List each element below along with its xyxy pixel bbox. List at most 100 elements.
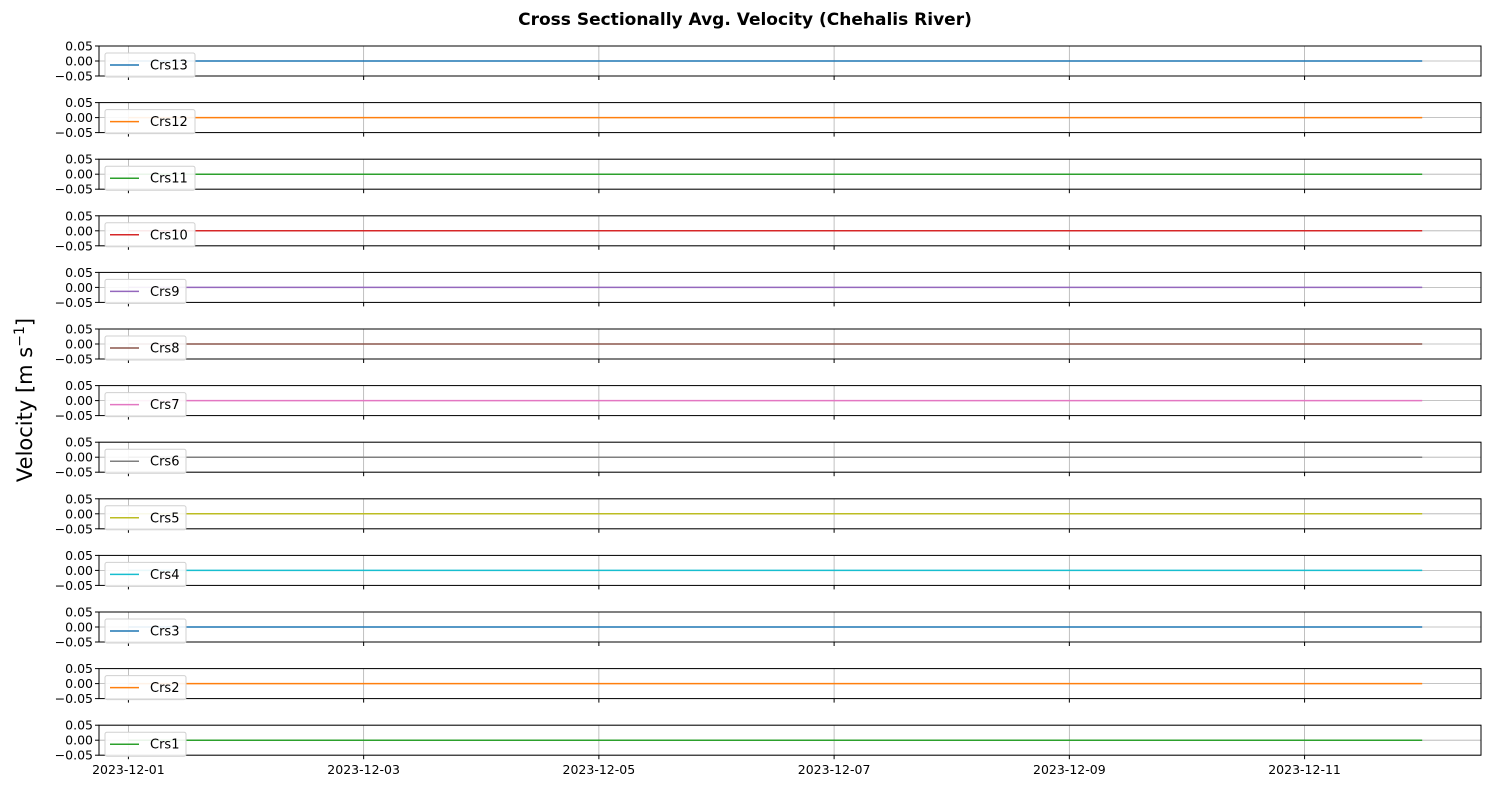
y-tick-label: 0.05 [65,378,93,393]
legend-label: Crs10 [150,228,188,243]
y-tick-label: −0.05 [55,352,93,367]
legend-label: Crs13 [150,59,188,74]
x-tick-label: 2023-12-05 [563,762,636,777]
legend-label: Crs2 [150,681,179,696]
y-tick-label: −0.05 [55,748,93,763]
legend-box [104,392,187,418]
legend-crs6: Crs6 [104,448,187,474]
legend-box [104,675,187,701]
subplot-crs7: 0.050.00−0.05 Crs7 [55,378,1482,423]
legend-crs1: Crs1 [104,731,187,757]
subplot-crs1: 0.050.00−0.05 Crs1 2023-12-01 2023-12-03 202… [55,718,1482,777]
legend-box [104,52,196,78]
legend-crs10: Crs10 [104,222,196,248]
subplot-crs11: 0.050.00−0.05 Crs11 [55,152,1482,197]
y-tick-label: 0.05 [65,265,93,280]
y-tick-label: −0.05 [55,465,93,480]
y-axis-label-end: ] [13,318,37,326]
subplot-crs12: 0.050.00−0.05 Crs12 [55,95,1482,140]
y-tick-label: −0.05 [55,635,93,650]
legend-label: Crs1 [150,738,179,753]
subplot-crs3: 0.050.00−0.05 Crs3 [55,605,1482,650]
y-tick-label: −0.05 [55,408,93,423]
legend-box [104,561,187,587]
legend-box [104,222,196,248]
legend-crs5: Crs5 [104,505,187,531]
legend-crs9: Crs9 [104,278,187,304]
y-tick-label: 0.00 [65,620,93,635]
legend-box [104,618,187,644]
y-tick-label: 0.05 [65,322,93,337]
legend-box [104,731,187,757]
legend-label: Crs8 [150,342,179,357]
legend-label: Crs5 [150,511,179,526]
legend-box [104,448,187,474]
legend-crs3: Crs3 [104,618,187,644]
y-tick-label: 0.00 [65,337,93,352]
subplot-crs2: 0.050.00−0.05 Crs2 [55,661,1482,706]
y-tick-label: −0.05 [55,295,93,310]
y-tick-label: 0.05 [65,548,93,563]
y-tick-label: −0.05 [55,691,93,706]
legend-crs4: Crs4 [104,561,187,587]
legend-crs11: Crs11 [104,165,196,191]
y-tick-label: 0.00 [65,450,93,465]
y-tick-label: 0.00 [65,110,93,125]
subplot-crs4: 0.050.00−0.05 Crs4 [55,548,1482,593]
y-tick-label: 0.05 [65,491,93,506]
legend-crs13: Crs13 [104,52,196,78]
legend-label: Crs9 [150,285,179,300]
y-tick-label: 0.05 [65,435,93,450]
subplot-grid: 0.050.00−0.05Crs130.050.00−0.05Crs120.05… [55,39,1482,777]
y-tick-label: 0.00 [65,676,93,691]
x-tick-label: 2023-12-03 [327,762,400,777]
y-tick-label: −0.05 [55,69,93,84]
y-axis-label: Velocity [m s−1] [12,318,37,482]
legend-label: Crs6 [150,455,179,470]
y-tick-label: −0.05 [55,238,93,253]
y-tick-label: 0.05 [65,605,93,620]
y-tick-label: 0.00 [65,280,93,295]
legend-box [104,165,196,191]
subplot-crs5: 0.050.00−0.05 Crs5 [55,491,1482,536]
y-tick-label: 0.00 [65,506,93,521]
legend-label: Crs12 [150,115,188,130]
x-tick-label: 2023-12-09 [1033,762,1106,777]
y-tick-label: 0.00 [65,167,93,182]
y-axis-label-sup: −1 [12,326,28,347]
y-tick-label: −0.05 [55,182,93,197]
x-tick-label: 2023-12-11 [1268,762,1341,777]
subplot-crs13: 0.050.00−0.05 Crs13 [55,39,1482,84]
legend-label: Crs7 [150,398,179,413]
y-tick-label: 0.05 [65,661,93,676]
subplot-crs10: 0.050.00−0.05 Crs10 [55,208,1482,253]
y-tick-label: −0.05 [55,521,93,536]
y-tick-label: 0.00 [65,563,93,578]
legend-crs7: Crs7 [104,392,187,418]
legend-crs8: Crs8 [104,335,187,361]
y-tick-label: −0.05 [55,578,93,593]
legend-box [104,278,187,304]
y-tick-label: −0.05 [55,125,93,140]
legend-crs2: Crs2 [104,675,187,701]
y-axis-label-main: Velocity [m s [13,347,37,482]
chart-title: Cross Sectionally Avg. Velocity (Chehali… [518,10,972,30]
legend-label: Crs11 [150,172,188,187]
y-tick-label: 0.00 [65,393,93,408]
legend-box [104,335,187,361]
y-tick-label: 0.00 [65,54,93,69]
legend-label: Crs4 [150,568,179,583]
y-tick-label: 0.05 [65,95,93,110]
y-tick-label: 0.05 [65,39,93,54]
subplot-crs6: 0.050.00−0.05 Crs6 [55,435,1482,480]
subplot-crs8: 0.050.00−0.05 Crs8 [55,322,1482,367]
y-tick-label: 0.05 [65,208,93,223]
subplot-crs9: 0.050.00−0.05 Crs9 [55,265,1482,310]
legend-label: Crs3 [150,625,179,640]
legend-crs12: Crs12 [104,109,196,135]
legend-box [104,109,196,135]
y-tick-label: 0.00 [65,223,93,238]
y-tick-label: 0.05 [65,718,93,733]
legend-box [104,505,187,531]
